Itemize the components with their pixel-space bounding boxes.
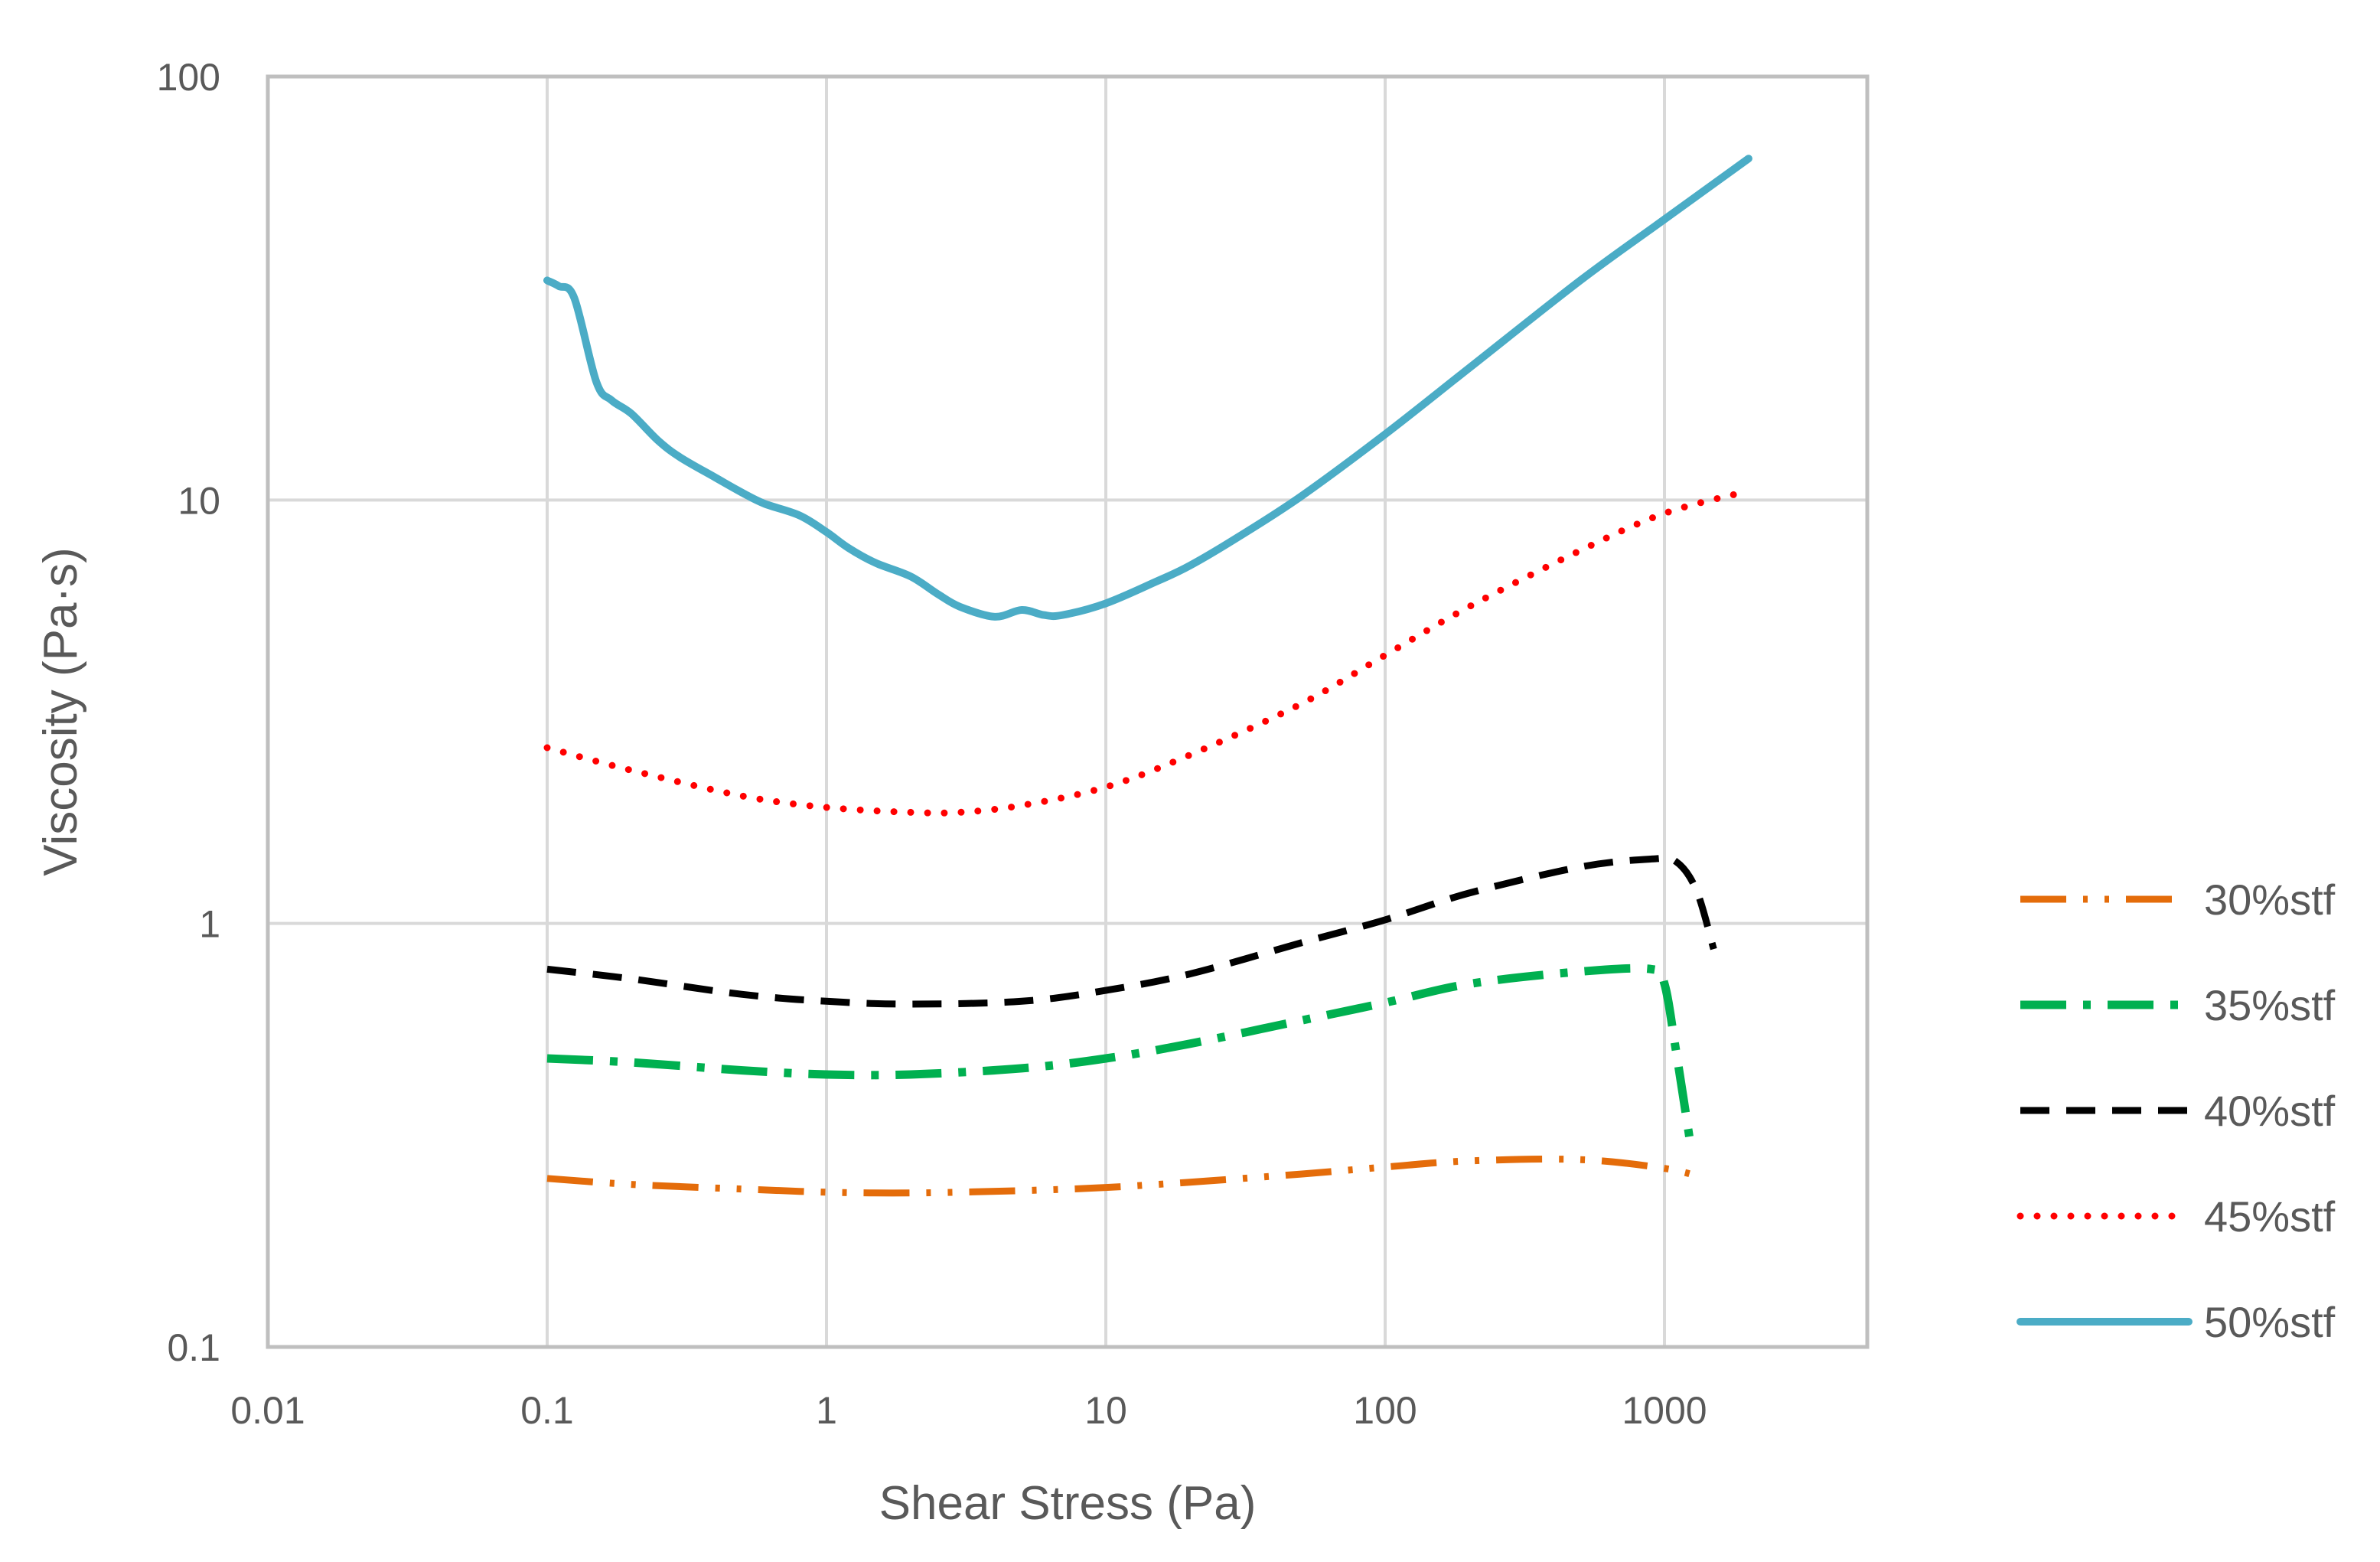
series-lines — [543, 155, 1752, 1197]
legend-label: 50%stf — [2204, 1298, 2336, 1346]
x-tick-label: 10 — [1084, 1389, 1127, 1432]
legend-label: 45%stf — [2204, 1192, 2336, 1241]
axis-titles: Shear Stress (Pa) Viscosity (Pa·s) — [34, 547, 1256, 1530]
gridlines — [268, 75, 1867, 1347]
legend-label: 35%stf — [2204, 981, 2336, 1029]
x-tick-label: 100 — [1353, 1389, 1417, 1432]
y-tick-label: 100 — [157, 56, 220, 99]
legend-label: 30%stf — [2204, 876, 2336, 924]
series-line-45pct-stf — [543, 488, 1752, 817]
series-line-35pct-stf — [546, 964, 1696, 1152]
axes — [266, 74, 1870, 1349]
x-tick-label: 0.01 — [230, 1389, 305, 1432]
y-tick-label: 1 — [199, 903, 220, 946]
x-tick-label: 0.1 — [520, 1389, 574, 1432]
y-axis-title: Viscosity (Pa·s) — [34, 547, 87, 876]
x-axis-title: Shear Stress (Pa) — [879, 1477, 1257, 1530]
series-line-40pct-stf — [546, 854, 1717, 1008]
legend-label: 40%stf — [2204, 1087, 2336, 1135]
plot-area-frame — [266, 74, 1870, 1349]
legend: 30%stf 35%stf 40%stf 45%stf 50%stf — [2016, 876, 2336, 1346]
series-line-30pct-stf — [546, 1156, 1707, 1197]
x-tick-label: 1 — [816, 1389, 837, 1432]
x-tick-label: 1000 — [1622, 1389, 1707, 1432]
y-tick-label: 10 — [178, 479, 220, 522]
series-line-50pct-stf — [543, 155, 1752, 621]
y-tick-label: 0.1 — [167, 1326, 220, 1369]
